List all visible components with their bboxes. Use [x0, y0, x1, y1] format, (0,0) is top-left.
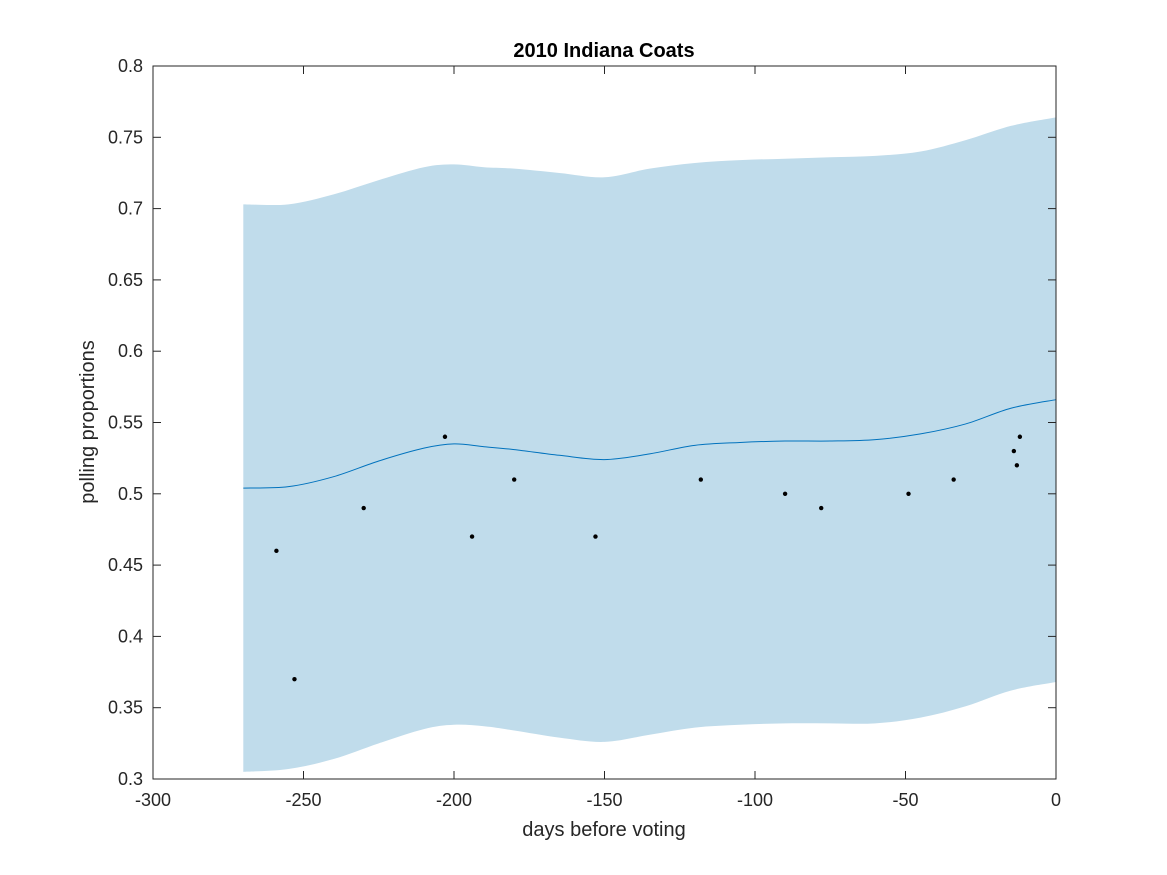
- y-tick-label: 0.7: [118, 199, 143, 219]
- x-tick-label: -300: [135, 790, 171, 810]
- data-point: [274, 548, 279, 554]
- data-point: [906, 491, 911, 496]
- chart-title: 2010 Indiana Coats: [513, 40, 694, 62]
- mean-line: [243, 399, 1057, 489]
- plot-area: [243, 117, 1057, 772]
- x-tick-label: -200: [436, 790, 472, 810]
- data-point: [1014, 463, 1020, 468]
- data-point: [593, 534, 598, 539]
- data-point: [698, 477, 704, 482]
- confidence-band: [243, 117, 1057, 772]
- y-tick-label: 0.4: [118, 626, 143, 646]
- data-point: [782, 491, 788, 496]
- y-tick-label: 0.5: [118, 484, 143, 504]
- data-point: [469, 534, 475, 539]
- data-point: [819, 505, 824, 511]
- data-point: [292, 676, 297, 682]
- data-point: [1017, 434, 1023, 439]
- x-tick-label: -50: [892, 790, 918, 810]
- y-tick-label: 0.8: [118, 56, 143, 76]
- data-point: [442, 434, 448, 439]
- x-tick-label: -250: [285, 790, 321, 810]
- data-point: [512, 477, 517, 482]
- x-tick-label: -150: [586, 790, 622, 810]
- data-point: [951, 477, 956, 482]
- x-axis-label: days before voting: [522, 819, 685, 841]
- y-tick-label: 0.35: [108, 698, 143, 718]
- data-point: [1011, 448, 1017, 454]
- y-tick-label: 0.65: [108, 270, 143, 290]
- y-axis-label: polling proportions: [77, 340, 99, 503]
- y-tick-label: 0.45: [108, 555, 143, 575]
- data-point: [361, 505, 366, 511]
- y-tick-label: 0.75: [108, 127, 143, 147]
- x-tick-label: 0: [1051, 790, 1061, 810]
- y-tick-label: 0.3: [118, 769, 143, 789]
- x-tick-label: -100: [737, 790, 773, 810]
- y-tick-label: 0.6: [118, 341, 143, 361]
- y-tick-label: 0.55: [108, 413, 143, 433]
- axes: -300 -250 -200 -150 -100 -50 0 0.3 0.35 0.4 0.45 0.…: [108, 56, 1061, 810]
